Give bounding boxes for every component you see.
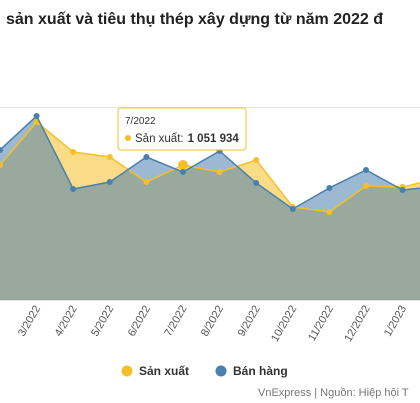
legend-marker [121, 365, 133, 377]
marker [216, 169, 223, 176]
chart-title: sản xuất và tiêu thụ thép xây dựng từ nă… [6, 11, 383, 28]
marker [180, 169, 186, 176]
x-tick-label: 3/2022 [16, 304, 43, 339]
x-tick-label: 5/2022 [89, 304, 116, 339]
legend-marker [215, 365, 227, 377]
area [0, 115, 420, 300]
x-tick-label: 8/2022 [199, 304, 226, 339]
x-tick-label: 12/2022 [342, 304, 372, 344]
tooltip-series: Sản xuất: [135, 133, 184, 145]
marker [0, 161, 3, 168]
marker [363, 166, 369, 173]
x-tick-label: 4/2022 [53, 304, 80, 339]
x-tick-label: 11/2022 [306, 304, 336, 344]
tooltip-title: 7/2022 [125, 116, 156, 127]
x-tick-label: 7/2022 [162, 304, 189, 339]
x-tick-label: 10/2022 [269, 304, 299, 344]
marker [143, 179, 150, 186]
marker [143, 154, 150, 161]
marker [253, 179, 260, 186]
source: VnExpress | Nguồn: Hiệp hội T [258, 387, 409, 399]
legend-label: Sản xuất [139, 364, 189, 378]
marker [0, 146, 3, 153]
x-tick-label: 9/2022 [236, 304, 263, 339]
x-tick-label: 1/2023 [382, 304, 409, 339]
marker [289, 205, 296, 212]
marker [363, 183, 369, 190]
legend-label: Bán hàng [233, 364, 288, 378]
marker [106, 179, 113, 186]
marker [33, 112, 40, 119]
x-tick-label: 6/2022 [126, 304, 153, 339]
marker [253, 156, 260, 163]
marker [70, 149, 77, 156]
tooltip: 7/2022 Sản xuất: 1 051 934 [117, 107, 247, 151]
tooltip-text: Sản xuất: 1 051 934 [135, 133, 239, 145]
tooltip-dot [125, 135, 131, 141]
tooltip-value: 1 051 934 [188, 133, 240, 145]
marker [178, 159, 188, 170]
marker [106, 154, 113, 161]
marker [326, 208, 333, 215]
marker [399, 187, 406, 194]
tooltip-box [117, 107, 247, 151]
marker [70, 185, 77, 192]
marker [326, 184, 333, 191]
